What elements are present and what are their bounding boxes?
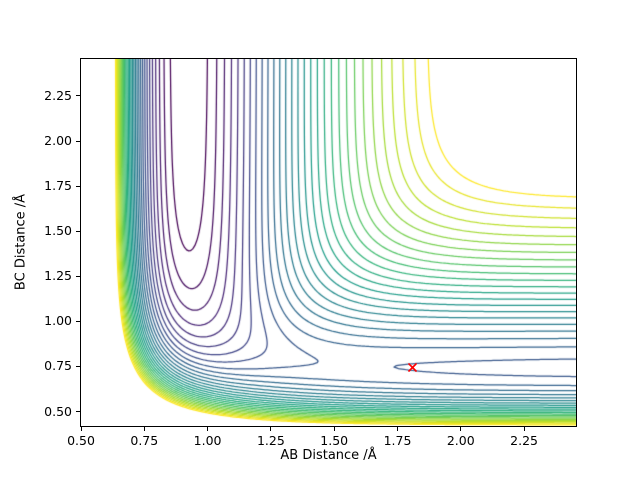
y-tick-label: 2.00 [44,133,72,149]
y-tick-label: 0.50 [44,403,72,419]
x-tick-mark [207,427,209,431]
y-tick-mark [76,185,80,187]
y-tick-mark [76,320,80,322]
y-tick-label: 1.75 [44,178,72,194]
y-tick-mark [76,95,80,97]
y-tick-mark [76,230,80,232]
x-axis-label: AB Distance /Å [280,448,377,463]
y-axis-label: BC Distance /Å [13,193,29,291]
x-tick-mark [143,427,145,431]
x-tick-label: 2.00 [446,433,475,448]
x-tick-label: 0.50 [67,433,95,448]
x-tick-label: 1.50 [320,433,349,448]
y-tick-label: 2.25 [44,87,72,103]
x-tick-label: 0.75 [130,433,159,448]
y-tick-label: 1.00 [44,313,72,329]
y-tick-label: 1.50 [44,223,72,239]
x-tick-label: 1.25 [256,433,285,448]
x-tick-label: 1.00 [193,433,222,448]
x-tick-mark [80,427,82,431]
x-tick-mark [523,427,525,431]
y-tick-mark [76,365,80,367]
x-tick-label: 1.75 [383,433,412,448]
marker-x-stroke [408,363,417,372]
x-tick-mark [396,427,398,431]
y-tick-mark [76,140,80,142]
x-tick-label: 2.25 [510,433,539,448]
y-tick-mark [76,275,80,277]
y-tick-label: 0.75 [44,358,72,374]
y-tick-label: 1.25 [44,268,72,284]
x-tick-mark [270,427,272,431]
x-tick-mark [460,427,462,431]
y-tick-mark [76,411,80,413]
axes-area [80,58,577,427]
trajectory-start-marker-x [408,363,417,372]
contour-plot-canvas [81,59,576,426]
x-tick-mark [333,427,335,431]
